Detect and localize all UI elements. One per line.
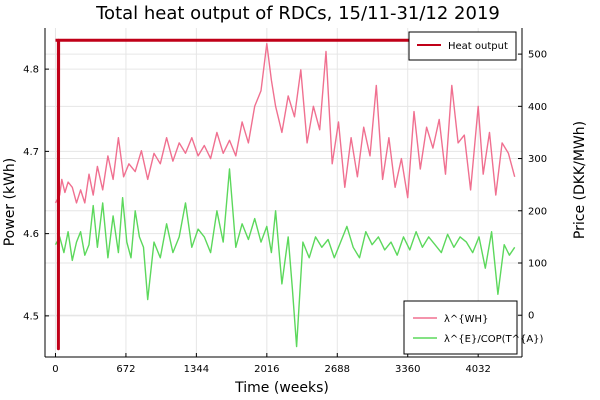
right-y-tick-label: 100: [528, 259, 547, 270]
left-y-tick-label: 4.8: [23, 65, 39, 76]
right-y-tick-label: 200: [528, 206, 547, 217]
left-y-tick-label: 4.7: [23, 147, 39, 158]
x-tick-label: 2016: [254, 364, 279, 375]
legend-lambda-e-cop-label: λ^{E}/COP(T^{A}): [444, 334, 544, 345]
series-heat-output-line: [55, 38, 515, 351]
legend-lambda-wh-label: λ^{WH}: [444, 314, 488, 325]
right-y-axis-label: Price (DKK/MWh): [572, 121, 588, 239]
right-y-tick-label: 400: [528, 102, 547, 113]
right-y-tick-label: 500: [528, 50, 547, 61]
x-tick-label: 4032: [465, 364, 490, 375]
right-y-tick-label: 0: [528, 311, 534, 322]
x-tick-label: 672: [116, 364, 135, 375]
x-tick-label: 3360: [395, 364, 420, 375]
x-tick-label: 2688: [325, 364, 350, 375]
legend-heat-output-label: Heat output: [448, 41, 508, 52]
legend-top: Heat output: [408, 31, 517, 61]
left-y-tick-label: 4.5: [23, 311, 39, 322]
plot-area: [54, 38, 516, 351]
legend-bottom: λ^{WH} λ^{E}/COP(T^{A}): [403, 300, 544, 355]
series-lambda-e-cop-line: [54, 168, 516, 348]
x-tick-label: 1344: [184, 364, 209, 375]
tick-labels: 0 672 1344 2016 2688 3360 4032 4.5 4.6 4.7 4.8 0 100…: [23, 50, 547, 375]
chart-title: Total heat output of RDCs, 15/11-31/12 2…: [95, 3, 500, 24]
right-y-tick-label: 300: [528, 154, 547, 165]
legend-bottom-box: [403, 300, 518, 355]
axes: [44, 28, 523, 358]
left-y-axis-label: Power (kWh): [2, 158, 18, 247]
left-y-tick-label: 4.6: [23, 229, 39, 240]
x-axis-label: Time (weeks): [234, 380, 329, 396]
x-tick-label: 0: [52, 364, 58, 375]
series-lambda-wh-line: [54, 43, 516, 204]
